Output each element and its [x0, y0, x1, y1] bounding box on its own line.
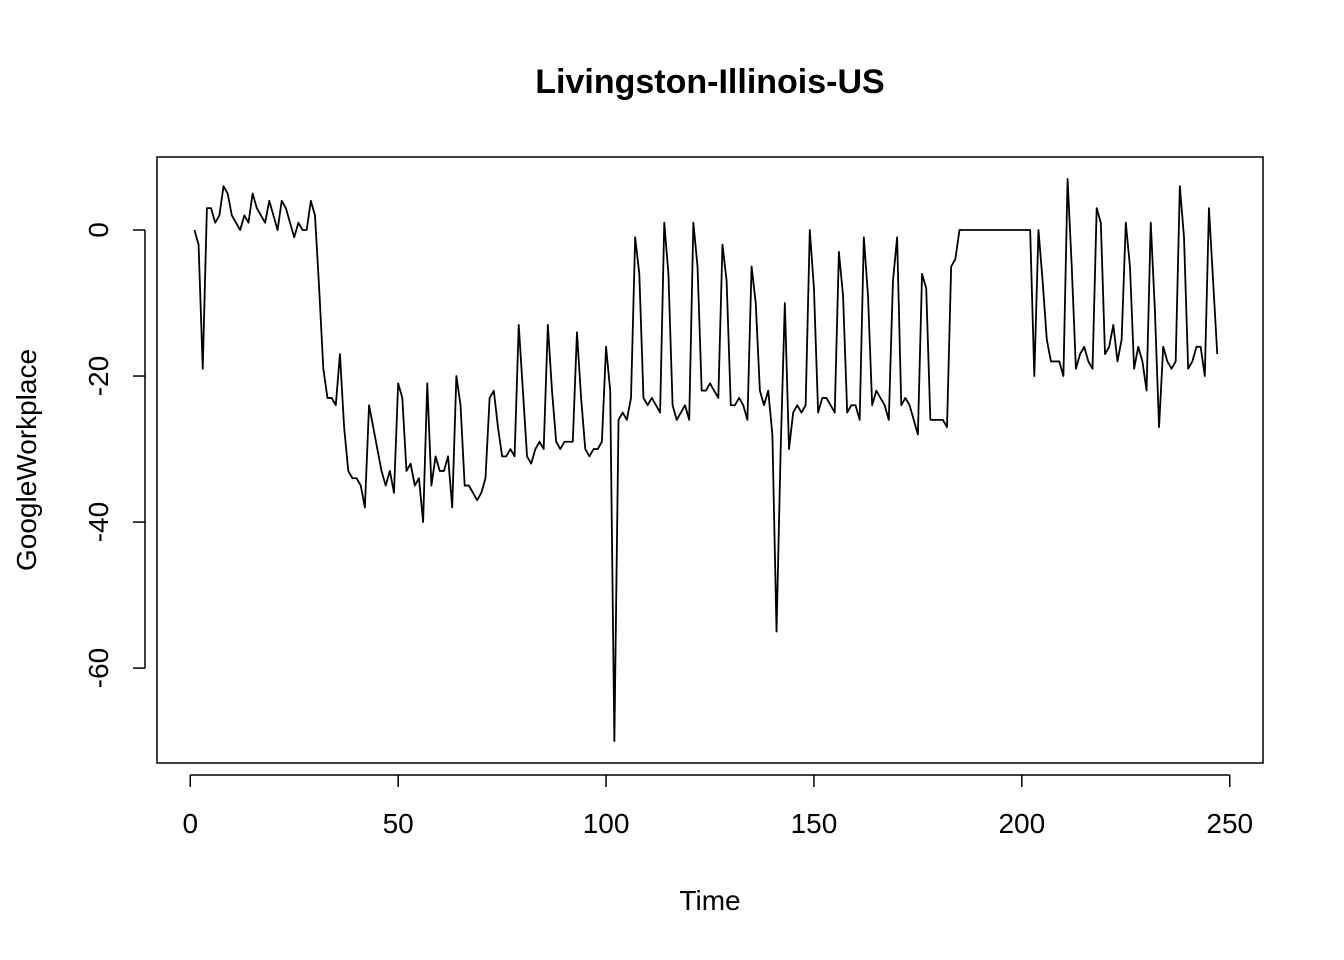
y-axis: 0 -20 -40 -60 [83, 222, 146, 688]
plot-frame [156, 156, 1264, 764]
x-tick-label: 250 [1206, 808, 1253, 839]
y-tick-label: -60 [83, 648, 114, 688]
y-tick-label: -40 [83, 502, 114, 542]
x-axis-label: Time [679, 885, 740, 916]
x-tick-label: 50 [383, 808, 414, 839]
x-tick-label: 200 [998, 808, 1045, 839]
x-tick-label: 0 [182, 808, 198, 839]
x-axis: 0 50 100 150 200 250 [182, 774, 1253, 839]
series-line-googleworkplace [193, 177, 1219, 742]
y-tick-label: -20 [83, 356, 114, 396]
y-tick-label: 0 [83, 222, 114, 238]
chart-title: Livingston-Illinois-US [535, 63, 884, 101]
y-axis-label: GoogleWorkplace [11, 349, 42, 571]
x-tick-label: 150 [791, 808, 838, 839]
x-tick-label: 100 [583, 808, 630, 839]
